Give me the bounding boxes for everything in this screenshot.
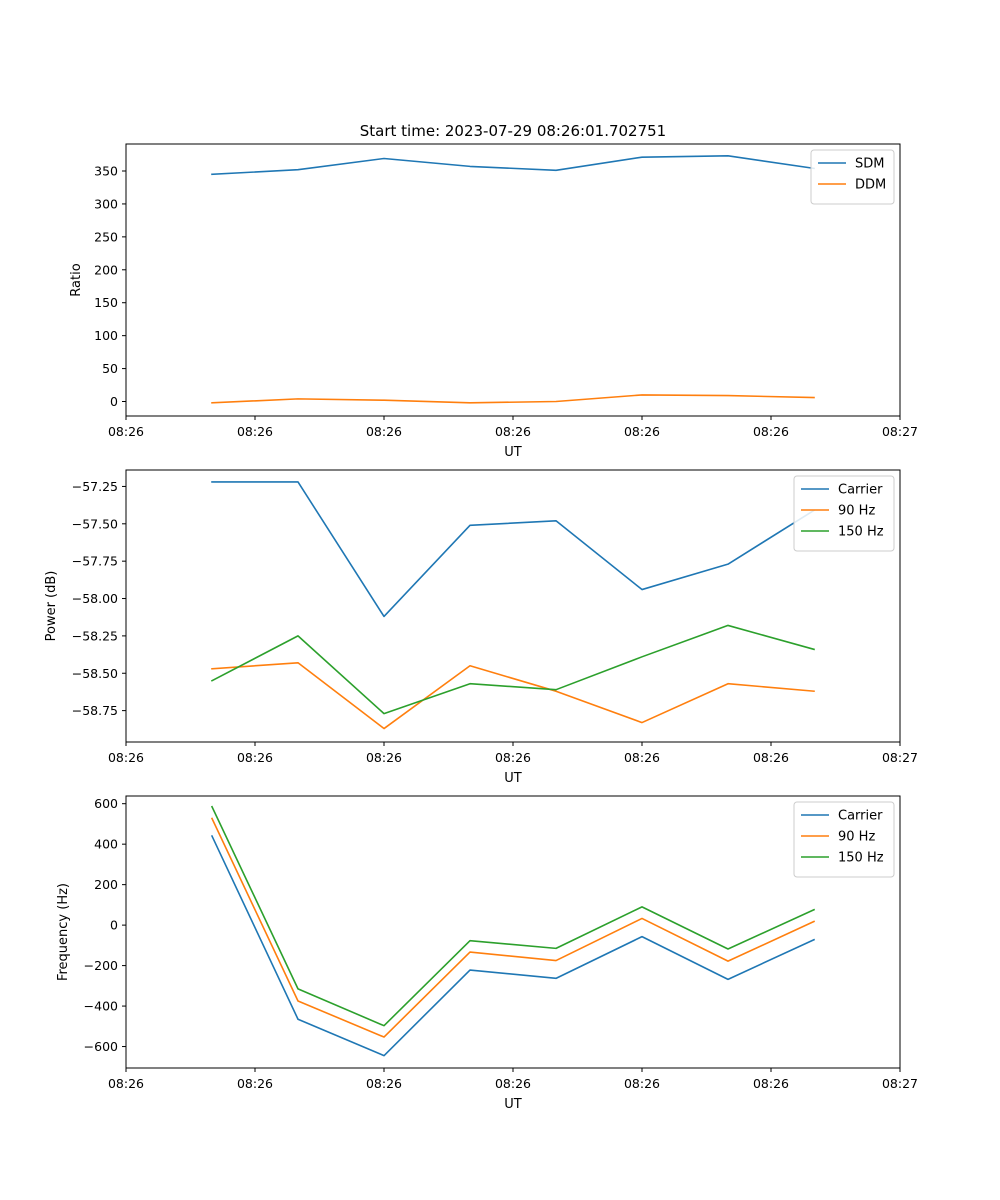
legend-label: 150 Hz	[838, 851, 884, 866]
x-tick-label: 08:27	[882, 424, 918, 439]
y-tick-label: 250	[94, 229, 118, 244]
x-tick-label: 08:26	[495, 750, 531, 765]
x-axis-label: UT	[504, 771, 522, 786]
legend: SDM DDM	[810, 149, 895, 205]
legend: Carrier 90 Hz 150 Hz	[793, 801, 895, 878]
y-tick-label: 0	[110, 394, 118, 409]
x-axis-label: UT	[504, 1097, 522, 1112]
y-axis-label: Ratio	[69, 263, 84, 296]
series-line-90-hz	[211, 661, 815, 730]
x-tick-label: 08:27	[882, 1076, 918, 1091]
y-tick-label: −57.50	[72, 516, 118, 531]
x-tick-label: 08:27	[882, 750, 918, 765]
x-tick-label: 08:26	[108, 1076, 144, 1091]
x-tick-label: 08:26	[237, 750, 273, 765]
x-tick-label: 08:26	[108, 750, 144, 765]
series-line-150-hz	[210, 624, 815, 715]
y-tick-label: 0	[110, 918, 118, 933]
series-line-ddm	[211, 394, 815, 404]
legend-label: 90 Hz	[838, 830, 875, 845]
subplot-2: 08:26 08:26 08:26 08:26 08:26 08:26 08:27 −57.2…	[44, 469, 918, 786]
y-axis-label: Power (dB)	[44, 571, 59, 642]
x-tick-label: 08:26	[366, 1076, 402, 1091]
y-tick-label: 200	[94, 262, 118, 277]
legend-label: 150 Hz	[838, 525, 884, 540]
y-tick-label: 100	[94, 328, 118, 343]
x-tick-label: 08:26	[237, 424, 273, 439]
series-line-sdm	[211, 155, 815, 176]
y-tick-label: −400	[84, 999, 118, 1014]
legend-frame	[793, 801, 895, 878]
y-tick-label: 400	[94, 837, 118, 852]
x-tick-label: 08:26	[366, 424, 402, 439]
x-tick-label: 08:26	[753, 750, 789, 765]
y-tick-label: −600	[84, 1039, 118, 1054]
series-line-90-hz	[210, 817, 816, 1038]
series-line-150-hz	[210, 805, 816, 1027]
y-tick-label: −58.50	[72, 666, 118, 681]
legend-label: 90 Hz	[838, 504, 875, 519]
y-tick-label: 300	[94, 196, 118, 211]
x-tick-label: 08:26	[495, 1076, 531, 1091]
x-tick-label: 08:26	[108, 424, 144, 439]
y-tick-label: −200	[84, 958, 118, 973]
y-tick-label: 150	[94, 295, 118, 310]
subplot-3: 08:26 08:26 08:26 08:26 08:26 08:26 08:27 600 40…	[56, 795, 918, 1112]
y-tick-label: −57.75	[72, 554, 118, 569]
legend-label: Carrier	[838, 809, 883, 824]
x-axis-label: UT	[504, 445, 522, 460]
legend-label: SDM	[855, 157, 884, 172]
series-line-carrier	[211, 481, 816, 618]
x-tick-label: 08:26	[624, 424, 660, 439]
x-tick-label: 08:26	[753, 1076, 789, 1091]
legend-label: DDM	[855, 178, 886, 193]
y-tick-label: 350	[94, 164, 118, 179]
y-tick-label: −57.25	[72, 479, 118, 494]
y-tick-label: −58.25	[72, 628, 118, 643]
legend: Carrier 90 Hz 150 Hz	[793, 475, 895, 552]
x-tick-label: 08:26	[624, 1076, 660, 1091]
legend-label: Carrier	[838, 483, 883, 498]
y-tick-label: 50	[102, 361, 118, 376]
x-tick-label: 08:26	[366, 750, 402, 765]
y-axis-label: Frequency (Hz)	[56, 883, 71, 981]
figure-title: Start time: 2023-07-29 08:26:01.702751	[360, 122, 666, 140]
x-tick-label: 08:26	[753, 424, 789, 439]
x-tick-label: 08:26	[495, 424, 531, 439]
x-tick-label: 08:26	[237, 1076, 273, 1091]
y-tick-label: −58.75	[72, 703, 118, 718]
subplot-1: 08:26 08:26 08:26 08:26 08:26 08:26 08:27 0 50 10…	[69, 143, 918, 460]
y-tick-label: −58.00	[72, 591, 118, 606]
legend-frame	[793, 475, 895, 552]
y-tick-label: 200	[94, 877, 118, 892]
y-tick-label: 600	[94, 796, 118, 811]
series-line-carrier	[210, 835, 816, 1057]
x-tick-label: 08:26	[624, 750, 660, 765]
